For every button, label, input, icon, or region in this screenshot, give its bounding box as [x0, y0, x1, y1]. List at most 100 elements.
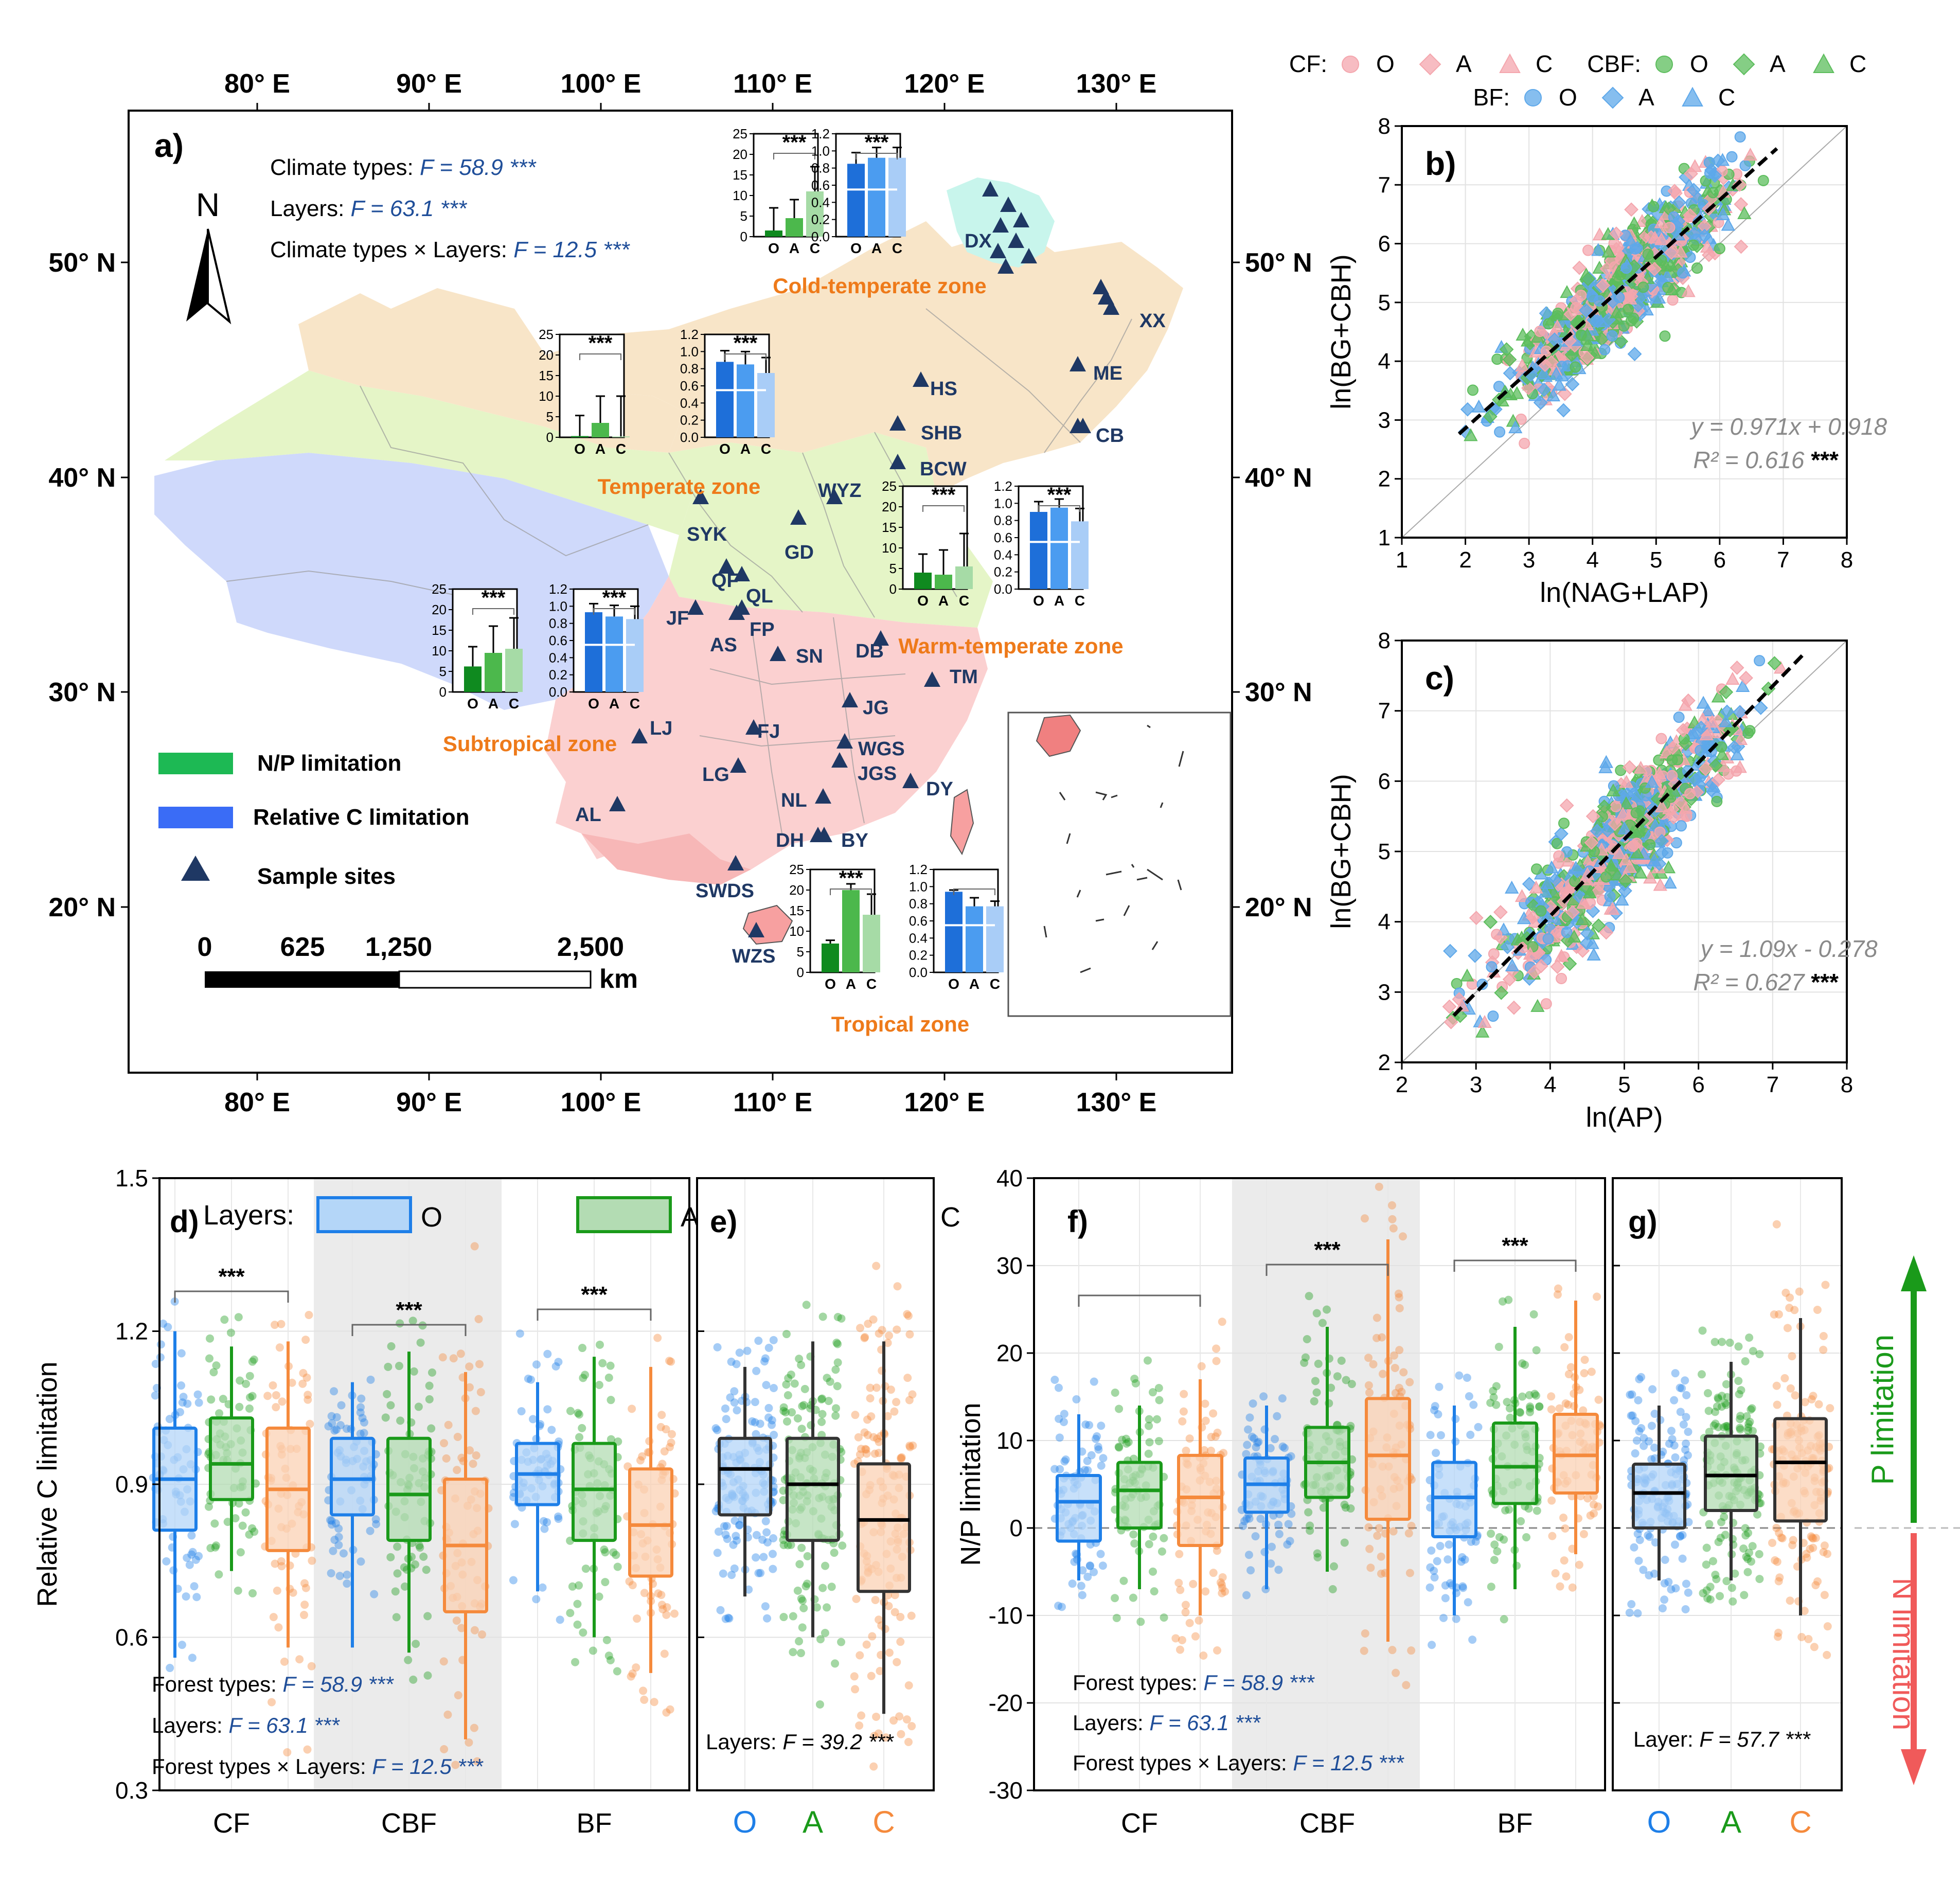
data-point [1736, 1424, 1744, 1432]
data-point [1378, 1333, 1386, 1342]
inset-tick-label: 5 [797, 944, 804, 959]
data-point [1583, 1494, 1592, 1503]
legend-item-label: C [1718, 84, 1735, 111]
data-point [324, 1422, 333, 1431]
inset-tick-label: 0.2 [994, 564, 1012, 580]
site-triangle-icon [826, 489, 843, 504]
data-point [1185, 1434, 1194, 1443]
data-point [414, 1402, 423, 1411]
inset-tick-label: 10 [539, 388, 554, 404]
data-point [1698, 1326, 1707, 1335]
data-point [720, 1522, 728, 1531]
layer-legend-label: C [940, 1202, 960, 1233]
data-point [1171, 1634, 1180, 1643]
scatter-point [1666, 754, 1678, 766]
data-point [1819, 1548, 1828, 1556]
inset-layer-label: C [509, 696, 519, 712]
data-point [1744, 1419, 1753, 1428]
inset-tick-label: 0.0 [811, 229, 830, 244]
data-point [472, 1451, 480, 1460]
data-point [1714, 1423, 1723, 1431]
inset-tick-label: 10 [882, 540, 897, 556]
data-point [1430, 1406, 1439, 1414]
data-point [1797, 1632, 1806, 1641]
data-point [1745, 1549, 1754, 1557]
data-point [872, 1261, 881, 1270]
data-point [1175, 1550, 1184, 1558]
data-point [817, 1417, 826, 1426]
scatter-point [1637, 281, 1649, 293]
data-point [1665, 1439, 1673, 1448]
data-point [551, 1362, 560, 1371]
data-point [751, 1398, 759, 1407]
sample-site-wzs: WZS [732, 922, 775, 967]
box-summary [1697, 1326, 1765, 1606]
inset-sig-bracket [830, 888, 872, 895]
province-borders [226, 308, 1132, 834]
scatter-point [1608, 816, 1622, 831]
data-point [640, 1589, 649, 1597]
data-point [754, 1337, 763, 1345]
data-point [1807, 1532, 1815, 1541]
data-point [395, 1362, 403, 1371]
scatter-point [1648, 230, 1662, 244]
inset-bar [842, 890, 860, 972]
scatter-point [1569, 876, 1581, 887]
data-point [1518, 1359, 1527, 1368]
panel-label: f) [1067, 1204, 1088, 1239]
box-body [718, 1436, 772, 1517]
data-point [721, 1404, 729, 1413]
data-point [1566, 1363, 1575, 1372]
data-point [831, 1659, 840, 1668]
data-point [194, 1552, 203, 1560]
data-point [1637, 1424, 1646, 1433]
scatter-point [1581, 272, 1595, 287]
site-label: AS [710, 634, 737, 656]
legend-item-label: O [1376, 50, 1395, 77]
data-point [1736, 1415, 1744, 1424]
data-point [1755, 1575, 1764, 1584]
scatter-point [1553, 850, 1565, 862]
box-body [1632, 1462, 1686, 1530]
box-summary [711, 1336, 778, 1623]
bottom-lon-tick: 120° E [904, 1088, 985, 1117]
scatter-point [1735, 679, 1750, 692]
data-point [851, 1685, 860, 1694]
data-point [1197, 1362, 1206, 1371]
data-point [1318, 1319, 1327, 1327]
scatter-point [1503, 366, 1518, 381]
inset-layer-label: O [1033, 593, 1044, 609]
data-point [1722, 1422, 1731, 1431]
data-point [1627, 1600, 1636, 1609]
data-point [1670, 1540, 1679, 1549]
scatter-point [1618, 320, 1630, 332]
data-point [798, 1402, 807, 1411]
data-point [1813, 1305, 1822, 1314]
site-triangle-icon [734, 566, 750, 581]
data-point [1097, 1461, 1106, 1470]
legend-marker [1733, 53, 1755, 76]
scatter-point [1721, 218, 1735, 231]
y-tick-label: 4 [1378, 910, 1391, 935]
data-point [764, 1413, 773, 1422]
scatter-point [1737, 206, 1752, 219]
data-point [1731, 1569, 1739, 1578]
inset-sig-bracket [724, 353, 767, 360]
site-label: BCW [920, 458, 967, 480]
data-point [470, 1626, 479, 1634]
data-point [606, 1656, 615, 1664]
data-point [1098, 1561, 1107, 1570]
data-point [1625, 1608, 1634, 1617]
data-point [1650, 1443, 1659, 1452]
data-point [833, 1340, 842, 1348]
site-triangle-icon [924, 671, 940, 687]
layer-legend-swatch [576, 1196, 672, 1233]
inset-bar [945, 892, 963, 972]
data-point [735, 1348, 744, 1357]
data-point [1256, 1515, 1265, 1523]
site-triangle-icon [728, 605, 745, 620]
site-label: NL [781, 790, 807, 811]
x-tick-label: 3 [1470, 1072, 1482, 1097]
data-point [760, 1357, 769, 1366]
